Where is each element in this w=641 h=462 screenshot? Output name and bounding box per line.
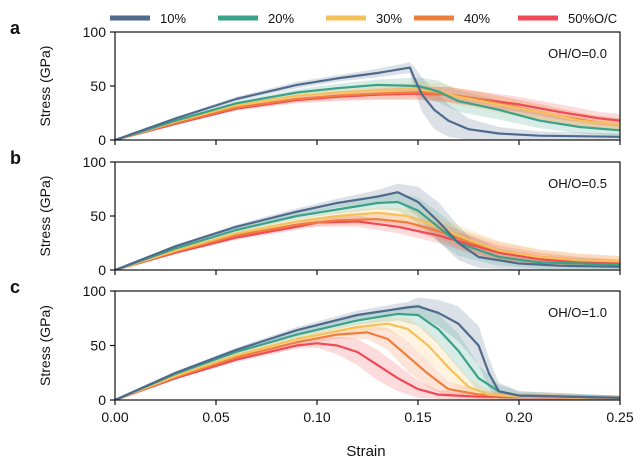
plot-area-b bbox=[115, 183, 620, 270]
plot-area-a bbox=[115, 62, 620, 140]
band-a-30 bbox=[115, 81, 620, 140]
series-line-a-10 bbox=[115, 66, 620, 140]
y-tick-label-a-100: 100 bbox=[83, 24, 107, 40]
band-a-10 bbox=[115, 62, 620, 140]
band-c-50 bbox=[115, 336, 620, 400]
band-c-10 bbox=[115, 297, 620, 400]
series-line-a-30 bbox=[115, 88, 620, 140]
panel-c: 0 50 100 0.00 0.05 0.10 0.15 0.20 0.25 Stress (GP… bbox=[10, 277, 634, 425]
x-tick-label-5: 0.25 bbox=[606, 409, 633, 425]
y-tick-label-b-0: 0 bbox=[98, 262, 106, 278]
panels: 0 50 100 Stress (GPa) a OH/O=0.0 0 50 100 Stress … bbox=[10, 18, 634, 425]
legend-label-20: 20% bbox=[268, 11, 294, 26]
y-tick-label-b-50: 50 bbox=[90, 208, 106, 224]
x-tick-label-2: 0.10 bbox=[303, 409, 330, 425]
legend-label-50: 50% bbox=[568, 11, 594, 26]
panel-letter-a: a bbox=[10, 18, 21, 38]
legend: 10% 20% 30% 40% 50% O/C bbox=[110, 11, 617, 26]
series-line-b-20 bbox=[115, 200, 620, 270]
series-line-c-50 bbox=[115, 342, 620, 400]
band-b-10 bbox=[115, 183, 620, 270]
legend-label-30: 30% bbox=[376, 11, 402, 26]
y-tick-label-c-50: 50 bbox=[90, 338, 106, 354]
panel-b: 0 50 100 Stress (GPa) b OH/O=0.5 bbox=[10, 148, 621, 278]
series-line-c-10 bbox=[115, 305, 620, 400]
series-line-c-40 bbox=[115, 331, 620, 400]
panel-letter-b: b bbox=[10, 148, 21, 168]
y-tick-label-c-0: 0 bbox=[98, 392, 106, 408]
x-axis-label: Strain bbox=[346, 443, 385, 460]
x-tick-label-3: 0.15 bbox=[404, 409, 431, 425]
legend-suffix: O/C bbox=[594, 11, 617, 26]
x-tick-label-1: 0.05 bbox=[202, 409, 229, 425]
y-axis-label-a: Stress (GPa) bbox=[37, 46, 53, 127]
plot-area-c bbox=[115, 297, 620, 400]
series-line-b-10 bbox=[115, 191, 620, 270]
legend-label-10: 10% bbox=[160, 11, 186, 26]
legend-label-40: 40% bbox=[464, 11, 490, 26]
y-axis-label-c: Stress (GPa) bbox=[37, 305, 53, 386]
y-tick-label-c-100: 100 bbox=[83, 283, 107, 299]
band-b-50 bbox=[115, 216, 620, 270]
y-tick-label-b-100: 100 bbox=[83, 154, 107, 170]
y-axis-label-b: Stress (GPa) bbox=[37, 176, 53, 257]
annotation-c: OH/O=1.0 bbox=[548, 305, 607, 320]
panel-a: 0 50 100 Stress (GPa) a OH/O=0.0 bbox=[10, 18, 621, 148]
band-a-40 bbox=[115, 86, 620, 140]
series-line-c-30 bbox=[115, 322, 620, 400]
x-tick-label-0: 0.00 bbox=[101, 409, 128, 425]
series-line-b-50 bbox=[115, 220, 620, 270]
y-tick-label-a-50: 50 bbox=[90, 78, 106, 94]
annotation-b: OH/O=0.5 bbox=[548, 176, 607, 191]
y-tick-label-a-0: 0 bbox=[98, 132, 106, 148]
series-line-b-30 bbox=[115, 211, 620, 270]
x-tick-label-4: 0.20 bbox=[505, 409, 532, 425]
annotation-a: OH/O=0.0 bbox=[548, 46, 607, 61]
band-c-20 bbox=[115, 304, 620, 400]
panel-letter-c: c bbox=[10, 277, 20, 297]
